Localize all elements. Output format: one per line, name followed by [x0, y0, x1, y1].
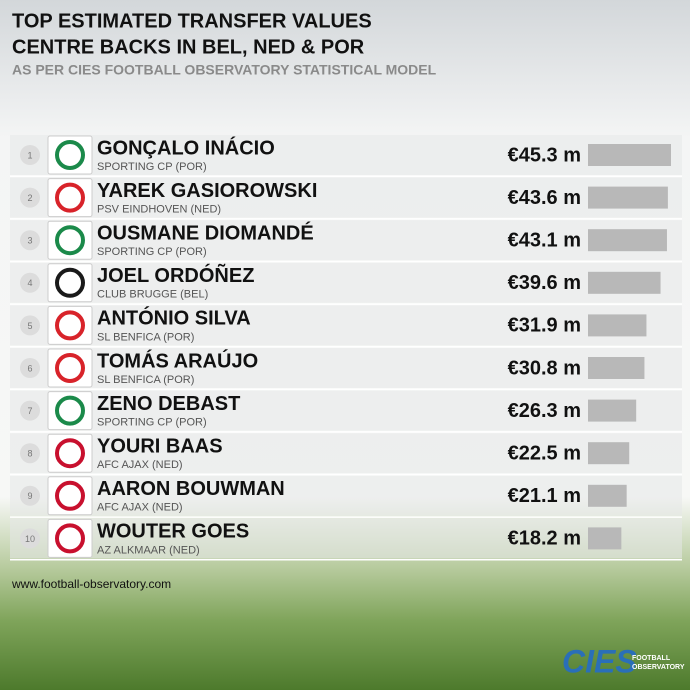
- title: TOP ESTIMATED TRANSFER VALUES: [12, 10, 372, 32]
- bar: [588, 186, 668, 209]
- club-logo: [55, 225, 85, 256]
- value-label: €45.3 m: [508, 144, 581, 166]
- logo: CIES: [562, 643, 637, 679]
- player-name: ANTÓNIO SILVA: [97, 306, 251, 330]
- rank: 4: [27, 278, 32, 288]
- player-name: WOUTER GOES: [97, 521, 249, 543]
- rank: 3: [27, 236, 32, 246]
- row-background: [10, 433, 682, 474]
- rank-badge: [20, 230, 40, 251]
- player-name: ZENO DEBAST: [97, 393, 240, 415]
- club-name: SL BENFICA (POR): [97, 374, 194, 386]
- rank-badge: [20, 358, 40, 378]
- club-name: PSV EINDHOVEN (NED): [97, 204, 221, 216]
- value-label: €39.6 m: [508, 272, 581, 294]
- club-logo: [55, 267, 85, 298]
- club-logo: [55, 310, 85, 341]
- rank: 7: [27, 406, 32, 416]
- club-logo: [55, 353, 85, 383]
- note: AS PER CIES FOOTBALL OBSERVATORY STATIST…: [12, 62, 437, 78]
- row-background: [10, 305, 682, 346]
- value-label: €43.1 m: [508, 229, 581, 251]
- player-name: OUSMANE DIOMANDÉ: [97, 221, 314, 244]
- row-background: [10, 262, 682, 303]
- rows: 1 GONÇALO INÁCIO SPORTING CP (POR) €45.3 m 2…: [10, 135, 682, 561]
- row-background: [10, 518, 682, 559]
- rank: 8: [27, 449, 32, 459]
- value-label: €31.9 m: [508, 315, 581, 337]
- rank-badge: [20, 443, 40, 464]
- rank-badge: [20, 485, 40, 506]
- value-label: €26.3 m: [508, 400, 581, 422]
- club-name: SPORTING CP (POR): [97, 417, 207, 429]
- logo-line: FOOTBALL: [632, 655, 671, 662]
- club-logo: [55, 438, 85, 469]
- website: www.football-observatory.com: [11, 577, 171, 591]
- bar: [588, 271, 661, 294]
- rank: 10: [25, 534, 35, 544]
- row-background: [10, 135, 682, 175]
- value-label: €43.6 m: [508, 187, 581, 209]
- row-background: [10, 220, 682, 261]
- rank: 1: [27, 150, 32, 160]
- player-name: YOURI BAAS: [97, 435, 223, 457]
- bar: [588, 314, 647, 337]
- bar: [588, 399, 637, 422]
- rank-badge: [20, 272, 40, 293]
- bar: [588, 229, 667, 252]
- bar: [588, 144, 671, 166]
- row-background: [10, 177, 682, 218]
- bar: [588, 484, 627, 507]
- club-logo: [55, 480, 85, 511]
- rank: 5: [27, 321, 32, 331]
- value-label: €18.2 m: [508, 528, 581, 550]
- rank-badge: [20, 528, 40, 549]
- club-name: AZ ALKMAAR (NED): [97, 544, 200, 556]
- subtitle: CENTRE BACKS IN BEL, NED & POR: [12, 36, 365, 58]
- club-logo: [55, 395, 85, 426]
- player-name: GONÇALO INÁCIO: [97, 136, 275, 159]
- club-logo: [55, 182, 85, 213]
- club-name: SPORTING CP (POR): [97, 246, 207, 258]
- row-background: [10, 475, 682, 516]
- player-name: YAREK GASIOROWSKI: [97, 180, 317, 202]
- club-name: SL BENFICA (POR): [97, 331, 194, 343]
- rank-badge: [20, 400, 40, 421]
- row-background: [10, 348, 682, 388]
- club-name: CLUB BRUGGE (BEL): [97, 289, 208, 301]
- logo-line: OBSERVATORY: [632, 664, 685, 671]
- club-name: AFC AJAX (NED): [97, 459, 183, 471]
- value-label: €30.8 m: [508, 357, 581, 379]
- rank: 9: [27, 491, 32, 501]
- player-name: JOEL ORDÓÑEZ: [97, 263, 254, 287]
- club-name: AFC AJAX (NED): [97, 502, 183, 514]
- row-background: [10, 390, 682, 431]
- rank-badge: [20, 187, 40, 208]
- club-name: SPORTING CP (POR): [97, 161, 207, 173]
- player-name: TOMÁS ARAÚJO: [97, 348, 258, 372]
- rank-badge: [20, 145, 40, 165]
- value-label: €21.1 m: [508, 485, 581, 507]
- rank-badge: [20, 315, 40, 336]
- rank: 6: [27, 363, 32, 373]
- bar: [588, 527, 622, 550]
- bar: [588, 442, 630, 465]
- player-name: AARON BOUWMAN: [97, 478, 285, 500]
- club-logo: [55, 140, 85, 170]
- club-logo: [55, 523, 85, 554]
- rank: 2: [27, 193, 32, 203]
- value-label: €22.5 m: [508, 442, 581, 464]
- bar: [588, 357, 645, 379]
